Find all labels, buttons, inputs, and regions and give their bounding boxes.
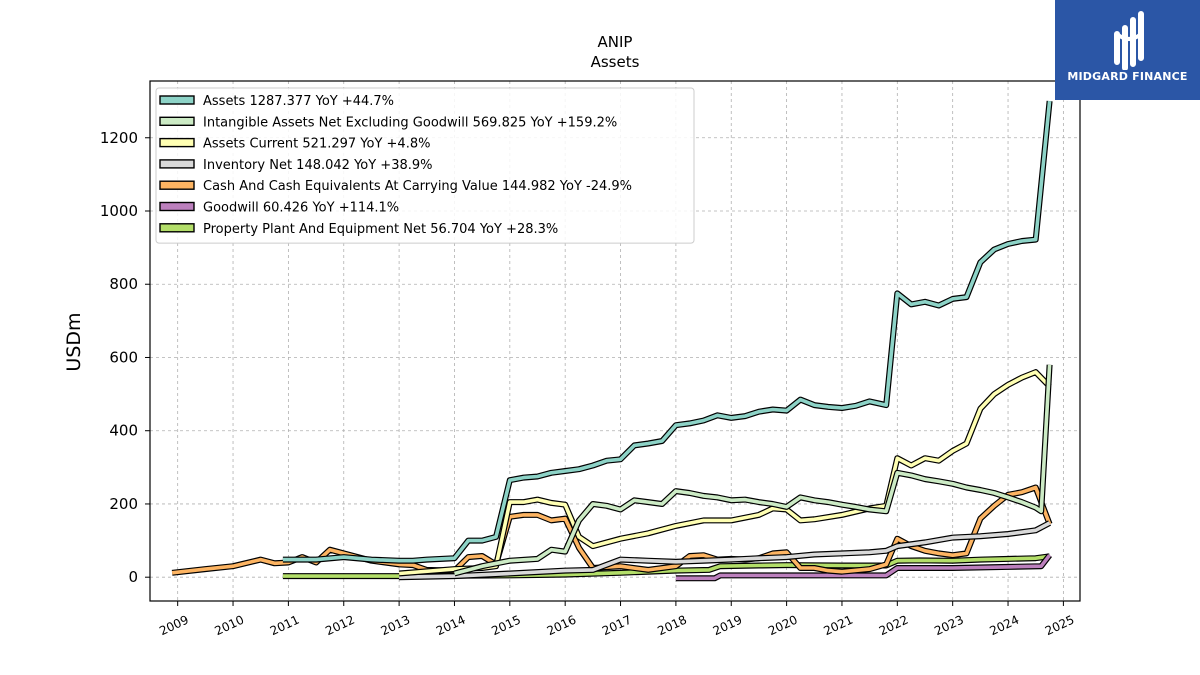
x-tick-label: 2020 <box>766 613 800 639</box>
axes: 2009 2010 2011 2012 2013 2014 2015 2016 2017 2018… <box>100 129 1077 638</box>
legend-entry: Property Plant And Equipment Net 56.704 … <box>203 222 558 237</box>
x-tick-label: 2013 <box>379 613 413 639</box>
x-tick-label: 2025 <box>1043 613 1077 639</box>
legend-swatch <box>159 95 195 105</box>
series-outline <box>398 369 1052 577</box>
series-line <box>399 521 1051 579</box>
legend-swatch <box>159 159 195 169</box>
logo-mark-icon <box>1114 11 1144 70</box>
legend-entry: Intangible Assets Net Excluding Goodwill… <box>203 115 617 130</box>
legend-box <box>155 87 695 244</box>
legend-entry: Goodwill 60.426 YoY +114.1% <box>203 201 399 216</box>
x-tick-label: 2016 <box>545 613 579 639</box>
chart-subtitle: Assets <box>591 53 640 71</box>
x-tick-label: 2009 <box>157 613 191 639</box>
series-inventory-net <box>399 520 1051 581</box>
y-tick-label: 0 <box>128 568 138 586</box>
series-line <box>398 370 1051 576</box>
legend-swatch <box>159 137 195 148</box>
series-cash-and-cash-equivalents-at-carrying-value <box>171 484 1053 576</box>
y-tick-label: 400 <box>109 422 138 440</box>
series-intangible-assets-net-excluding-goodwill <box>453 364 1053 577</box>
legend-swatch <box>159 116 195 127</box>
y-axis-label: USDm <box>63 312 85 371</box>
legend: Assets 1287.377 YoY +44.7% Intangible Ass… <box>155 87 695 244</box>
series-goodwill <box>675 553 1052 582</box>
series-outline <box>453 364 1053 577</box>
x-tick-label: 2015 <box>489 613 523 639</box>
legend-entry: Assets 1287.377 YoY +44.7% <box>203 94 394 109</box>
series-line <box>675 554 1052 581</box>
series-layer <box>171 100 1053 582</box>
legend-entry: Assets Current 521.297 YoY +4.8% <box>203 137 430 152</box>
y-tick-label: 1200 <box>100 129 138 147</box>
x-tick-label: 2023 <box>932 613 966 639</box>
x-tick-label: 2012 <box>323 613 357 639</box>
series-assets-current <box>398 369 1052 577</box>
x-tick-label: 2010 <box>213 613 247 639</box>
chart-title: ANIP <box>598 33 633 51</box>
y-tick-label: 200 <box>109 495 138 513</box>
y-tick-label: 600 <box>109 348 138 366</box>
legend-swatch <box>159 223 195 233</box>
series-line <box>282 100 1052 563</box>
series-assets <box>282 100 1053 564</box>
legend-entry: Cash And Cash Equivalents At Carrying Va… <box>203 179 632 194</box>
midgard-finance-logo: MIDGARD FINANCE <box>1055 0 1200 100</box>
x-tick-label: 2018 <box>655 613 689 639</box>
x-tick-label: 2024 <box>988 613 1022 639</box>
x-tick-label: 2021 <box>821 613 855 639</box>
y-tick-label: 1000 <box>100 202 138 220</box>
legend-swatch <box>159 201 195 212</box>
plot-frame <box>149 80 1081 602</box>
legend-entry: Inventory Net 148.042 YoY +38.9% <box>203 158 433 173</box>
logo-text: MIDGARD FINANCE <box>1067 70 1188 83</box>
legend-swatch <box>159 180 195 190</box>
series-line <box>454 364 1052 576</box>
x-tick-label: 2011 <box>268 613 302 639</box>
y-tick-label: 800 <box>109 275 138 293</box>
x-tick-label: 2019 <box>711 613 745 639</box>
x-tick-label: 2022 <box>877 613 911 639</box>
series-line <box>171 485 1052 575</box>
x-tick-label: 2017 <box>600 613 634 639</box>
x-tick-label: 2014 <box>434 613 468 639</box>
